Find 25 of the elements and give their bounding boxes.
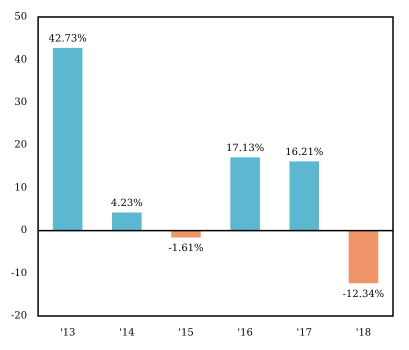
data-label: 17.13% xyxy=(226,142,264,154)
y-tick-label: -20 xyxy=(10,310,28,322)
x-tick-label: '15 xyxy=(178,328,194,339)
bar xyxy=(52,48,82,231)
bar xyxy=(230,157,260,231)
bar xyxy=(112,212,142,231)
bar xyxy=(348,230,378,284)
y-tick-label: -10 xyxy=(10,268,28,279)
data-label: 16.21% xyxy=(285,146,324,158)
y-tick-label: 20 xyxy=(14,140,28,151)
x-tick-label: '13 xyxy=(60,328,76,339)
y-tick-label: 10 xyxy=(14,182,28,194)
data-label: -12.34% xyxy=(342,288,384,300)
data-label: 4.23% xyxy=(110,198,143,210)
bar xyxy=(289,161,320,231)
y-tick-label: 50 xyxy=(14,12,28,23)
x-tick-label: '18 xyxy=(356,328,372,339)
y-tick-label: 0 xyxy=(20,225,28,236)
y-tick-label: 40 xyxy=(14,54,28,66)
y-tick-label: 30 xyxy=(14,97,28,108)
data-label: 42.73% xyxy=(48,34,87,45)
x-tick-label: '14 xyxy=(119,328,135,339)
x-tick-label: '16 xyxy=(237,328,253,339)
x-tick-label: '17 xyxy=(296,328,312,339)
data-label: -1.61% xyxy=(168,243,204,254)
